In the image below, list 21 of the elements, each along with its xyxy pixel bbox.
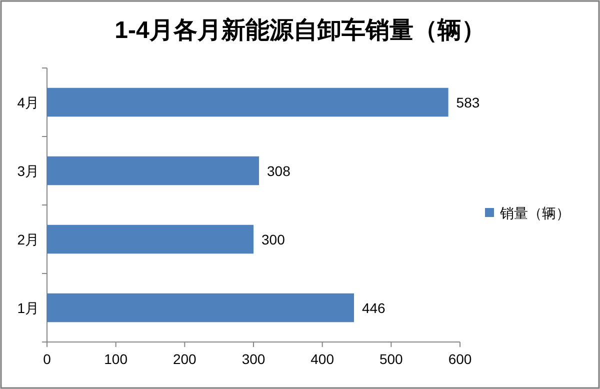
data-label: 300 [262, 231, 286, 248]
bar [47, 224, 254, 254]
bar [47, 156, 260, 186]
y-tick-label: 2月 [17, 231, 39, 248]
x-tick-label: 0 [43, 351, 52, 367]
x-tick-label: 600 [448, 351, 472, 367]
legend-label: 销量（辆） [499, 205, 570, 221]
x-tick-label: 200 [172, 351, 197, 367]
x-tick-label: 500 [379, 351, 404, 367]
bar [47, 293, 354, 322]
x-tick-label: 300 [242, 351, 266, 367]
data-label: 446 [362, 300, 386, 316]
y-tick-label: 1月 [17, 300, 39, 316]
x-tick-label: 100 [104, 351, 128, 367]
y-tick-label: 4月 [17, 94, 39, 110]
data-label: 583 [456, 94, 480, 110]
y-tick-label: 3月 [17, 162, 39, 179]
data-label: 308 [267, 162, 291, 179]
chart-title: 1-4月各月新能源自卸车销量（辆） [114, 17, 486, 44]
x-tick-label: 400 [310, 351, 334, 367]
bar [47, 88, 448, 117]
